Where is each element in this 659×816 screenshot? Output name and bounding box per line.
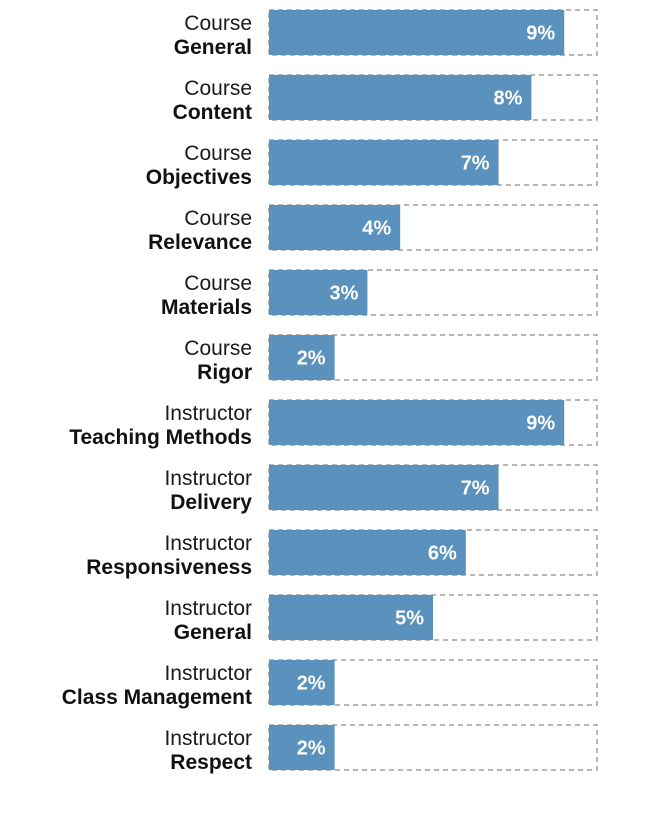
bar <box>269 400 565 445</box>
category-group-label: Instructor <box>164 662 252 685</box>
category-name-label: Rigor <box>197 361 252 384</box>
bar-value-label: 5% <box>395 608 424 630</box>
bar <box>269 465 499 510</box>
category-group-label: Instructor <box>164 727 252 750</box>
bar-value-label: 7% <box>461 478 490 500</box>
category-group-label: Instructor <box>164 467 252 490</box>
category-name-label: Content <box>173 101 252 124</box>
bar <box>269 75 532 120</box>
category-group-label: Instructor <box>164 532 252 555</box>
category-group-label: Instructor <box>164 597 252 620</box>
bar <box>269 725 335 770</box>
category-group-label: Course <box>184 142 252 165</box>
bar <box>269 530 466 575</box>
bar-value-label: 3% <box>329 283 358 305</box>
category-name-label: General <box>174 36 252 59</box>
category-group-label: Instructor <box>164 402 252 425</box>
category-group-label: Course <box>184 207 252 230</box>
bar-value-label: 2% <box>297 673 326 695</box>
bar <box>269 660 335 705</box>
category-group-label: Course <box>184 272 252 295</box>
bar-value-label: 4% <box>362 218 391 240</box>
category-name-label: Respect <box>170 751 252 774</box>
bar-value-label: 8% <box>493 88 522 110</box>
bar-value-label: 2% <box>297 348 326 370</box>
category-name-label: Relevance <box>148 231 252 254</box>
bar <box>269 140 499 185</box>
category-name-label: Class Management <box>62 686 252 709</box>
bar-value-label: 2% <box>297 738 326 760</box>
category-name-label: General <box>174 621 252 644</box>
category-name-label: Responsiveness <box>86 556 252 579</box>
bar-value-label: 6% <box>428 543 457 565</box>
bar <box>269 205 401 250</box>
bar <box>269 335 335 380</box>
bar <box>269 270 368 315</box>
bar-value-label: 9% <box>526 413 555 435</box>
bar-value-label: 7% <box>461 153 490 175</box>
category-name-label: Objectives <box>146 166 252 189</box>
bar-value-label: 9% <box>526 23 555 45</box>
category-name-label: Teaching Methods <box>69 426 252 449</box>
category-group-label: Course <box>184 337 252 360</box>
category-name-label: Materials <box>161 296 252 319</box>
category-name-label: Delivery <box>170 491 252 514</box>
category-group-label: Course <box>184 12 252 35</box>
bar <box>269 10 565 55</box>
bar <box>269 595 433 640</box>
category-group-label: Course <box>184 77 252 100</box>
